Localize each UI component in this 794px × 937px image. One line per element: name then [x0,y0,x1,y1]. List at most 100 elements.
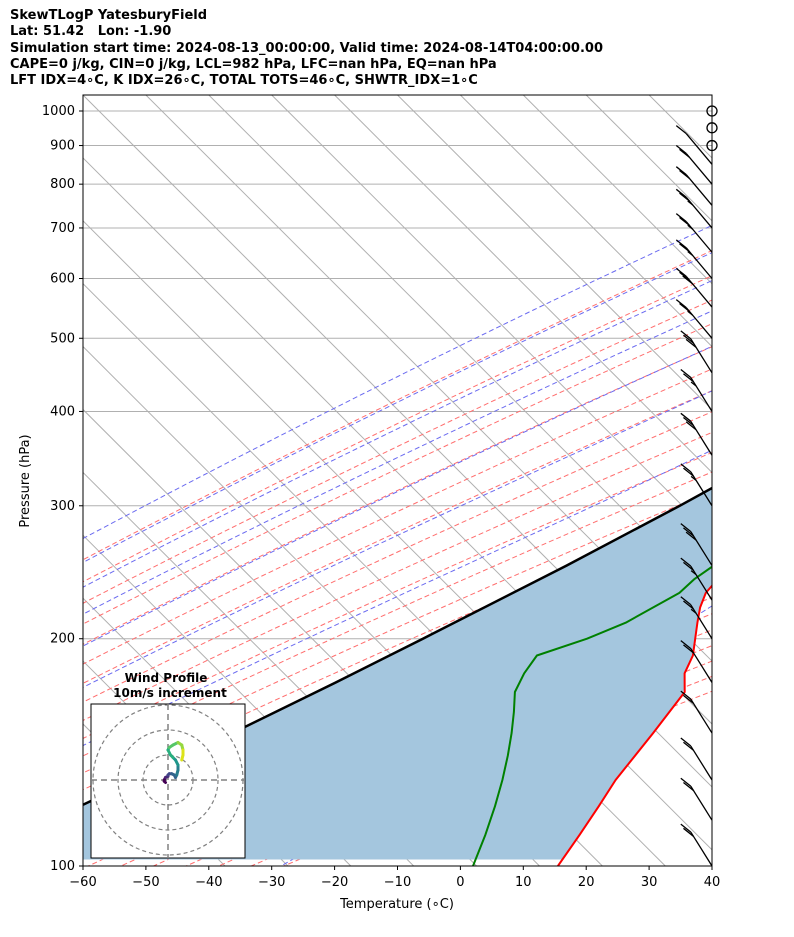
wind-barbs [675,105,718,867]
station-title: SkewTLogP YatesburyField [10,8,208,23]
y-tick-label: 500 [50,331,75,346]
x-tick-label: 20 [578,875,595,890]
barb-staff [690,745,713,781]
barb-flag [683,467,694,477]
barb-staff [690,831,713,867]
wind-barb [680,777,713,821]
isotherm-line [334,95,712,474]
barb-flag [685,421,697,431]
barb-flag [680,557,692,567]
dry-adiabat [83,451,712,739]
barb-staff [685,307,713,339]
calm-wind-circle [706,139,718,152]
temperature-profile-line [557,584,712,866]
wind-barb [680,463,713,507]
wind-barb [675,188,713,229]
barb-flag [675,213,687,223]
barb-staff [690,698,713,734]
y-tick-label: 700 [50,221,75,236]
barb-flag [675,267,687,277]
hodograph-title: Wind Profile [125,671,208,685]
barb-staff [685,196,713,229]
barb-flag [683,373,694,383]
barb-flag [682,275,694,285]
calm-wind-circle [706,122,718,134]
barb-flag [680,823,692,833]
wind-barb [680,412,713,456]
barb-flag [680,523,692,533]
hodograph-subtitle: 10m/s increment [113,686,227,700]
barb-half-flag [687,200,694,206]
barb-staff [690,377,713,412]
wind-barb [675,299,713,339]
barb-flag [679,192,690,202]
barb-staff [685,221,713,253]
stability-indices: LFT IDX=4∘C, K IDX=26∘C, TOTAL TOTS=46∘C… [10,73,478,89]
barb-flag [683,781,694,791]
barb-staff [690,785,713,821]
hodograph-inset: Wind Profile 10m/s increment [90,671,246,859]
barb-flag [680,737,692,747]
wind-barb [675,166,713,206]
barb-flag [679,148,690,158]
dry-adiabat [83,411,712,703]
barb-flag [675,188,687,198]
stability-parameters: CAPE=0 j/kg, CIN=0 j/kg, LCL=982 hPa, LF… [10,56,497,72]
barb-flag [683,561,694,571]
wind-barb [680,640,713,683]
x-tick-label: −10 [384,875,411,890]
moist-adiabat [83,449,712,747]
barb-staff [685,133,713,165]
barb-half-flag [687,251,694,257]
isotherm-line [711,95,712,96]
barb-half-flag [690,608,697,614]
x-tick-label: 0 [456,875,464,890]
y-tick-label: 600 [50,271,75,286]
moist-adiabat [83,310,712,615]
wind-barb [680,330,713,374]
barb-flag [680,369,692,379]
x-tick-label: 10 [515,875,532,890]
barb-staff [690,420,713,456]
barb-flag [675,299,687,309]
barb-flag [683,600,694,610]
barb-half-flag [687,224,694,230]
isotherm-line [522,95,712,285]
barb-flag [679,243,690,253]
moist-adiabat [83,280,712,588]
barb-flag [685,531,697,541]
barb-flag [680,330,692,340]
barb-staff [685,153,713,185]
barb-flag [675,145,687,155]
isotherm-line [83,157,712,788]
wind-barb [675,239,713,279]
dry-adiabat [83,323,712,625]
barb-staff [685,247,713,279]
dry-adiabat [83,368,712,665]
isotherm-line [648,95,712,159]
wind-barb [680,557,713,601]
dry-adiabat [83,299,712,604]
barb-flag [683,741,694,751]
dry-adiabat [83,471,712,757]
barb-half-flag [687,310,694,316]
barb-half-flag [690,570,697,576]
y-axis-label: Pressure (hPa) [18,434,33,527]
calm-wind-circle [706,105,718,117]
barb-flag [683,827,694,837]
barb-staff [685,174,713,206]
x-axis-label: Temperature (∘C) [339,897,454,912]
barb-flag [675,239,687,249]
barb-flag [679,271,690,281]
isotherm-line [397,95,712,411]
isotherm-line [83,95,712,725]
barb-flag [683,417,694,427]
barb-half-flag [690,475,697,481]
barb-staff [690,531,713,566]
wind-barb [680,690,713,734]
dry-adiabat [83,249,712,561]
y-tick-label: 800 [50,177,75,192]
barb-staff [690,471,713,507]
